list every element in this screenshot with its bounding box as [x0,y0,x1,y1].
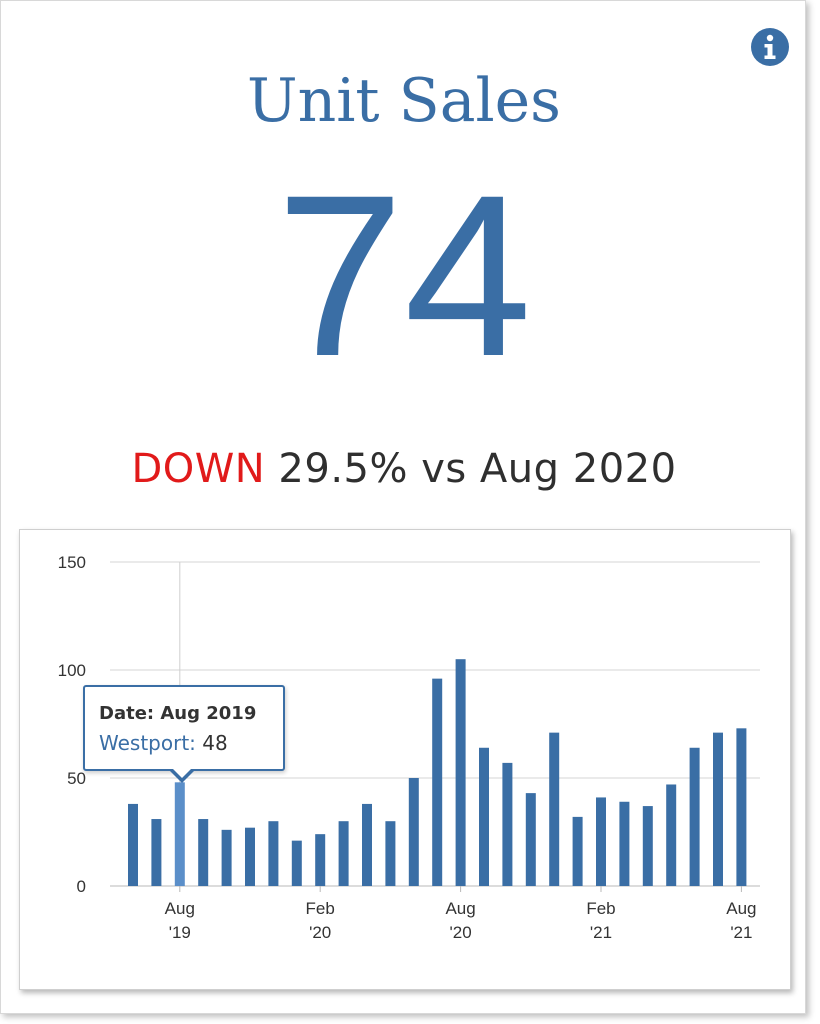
bar-apr-2020[interactable] [362,803,372,886]
x-tick-label-month: Feb [306,899,335,918]
x-tick-label-year: '20 [450,923,472,942]
bar-jan-2021[interactable] [572,816,583,886]
bar-dec-2020[interactable] [549,732,560,886]
tooltip-pointer-fill [173,769,191,778]
bar-jan-2020[interactable] [291,840,302,886]
x-tick-label-month: Aug [726,899,756,918]
bar-oct-2019[interactable] [221,829,232,886]
bar-feb-2021[interactable] [596,797,606,886]
bar-sep-2019[interactable] [198,819,209,886]
bar-aug-2020[interactable] [455,659,466,886]
y-tick-label: 150 [58,553,86,572]
y-tick-label: 50 [67,769,86,788]
y-tick-label: 0 [77,877,86,896]
bar-nov-2020[interactable] [525,793,536,886]
x-tick-label-year: '20 [309,923,331,942]
info-icon[interactable] [750,27,790,67]
bar-feb-2020[interactable] [315,834,326,886]
bar-jul-2021[interactable] [713,732,723,886]
card-title: Unit Sales [247,66,561,136]
bar-oct-2020[interactable] [502,762,513,886]
x-tick-label-year: '21 [590,923,612,942]
x-tick-label-month: Aug [445,899,475,918]
comparison-detail: 29.5% vs Aug 2020 [278,446,677,492]
bar-jun-2021[interactable] [689,747,700,886]
comparison-text: DOWN 29.5% vs Aug 2020 [1,444,807,494]
tooltip-value-line: Westport: 48 [99,731,228,755]
bar-jun-2020[interactable] [408,778,419,886]
x-tick-label-year: '19 [169,923,191,942]
y-axis: 0 50 100 150 [58,553,86,896]
x-tick-label-year: '21 [730,923,752,942]
kpi-value: 74 [276,147,532,404]
bar-nov-2019[interactable] [245,827,255,886]
bar-may-2020[interactable] [385,821,396,886]
bar-aug-2019[interactable] [174,782,185,886]
bar-jun-2019[interactable] [128,803,138,886]
bar-may-2021[interactable] [666,784,677,886]
bar-mar-2021[interactable] [619,801,630,886]
tooltip-date: Date: Aug 2019 [99,703,257,724]
tooltip-series-name: Westport: [99,731,196,755]
y-tick-label: 100 [58,661,86,680]
x-tick-label-month: Aug [165,899,195,918]
bar-mar-2020[interactable] [338,821,349,886]
tooltip-value: 48 [202,731,228,755]
bar-jul-2019[interactable] [151,819,162,886]
bar-chart: 0 50 100 150 Aug '19 Feb '20 Aug '20 Feb '21 Aug '21 [58,553,760,942]
chart-container: 0 50 100 150 Aug '19 Feb '20 Aug '20 Feb '21 Aug '21… [19,529,791,990]
bar-apr-2021[interactable] [642,806,653,886]
bars [128,659,747,886]
kpi-card: Unit Sales 74 DOWN 29.5% vs Aug 2020 0 50… [0,0,806,1014]
trend-direction: DOWN [131,446,266,492]
chart-tooltip: Date: Aug 2019 Westport: 48 [83,685,285,771]
bar-dec-2019[interactable] [268,821,279,886]
bar-jul-2020[interactable] [432,678,443,886]
bar-sep-2020[interactable] [479,747,489,886]
bar-aug-2021[interactable] [736,728,747,886]
x-tick-label-month: Feb [586,899,615,918]
x-axis: Aug '19 Feb '20 Aug '20 Feb '21 Aug '21 [165,886,757,942]
